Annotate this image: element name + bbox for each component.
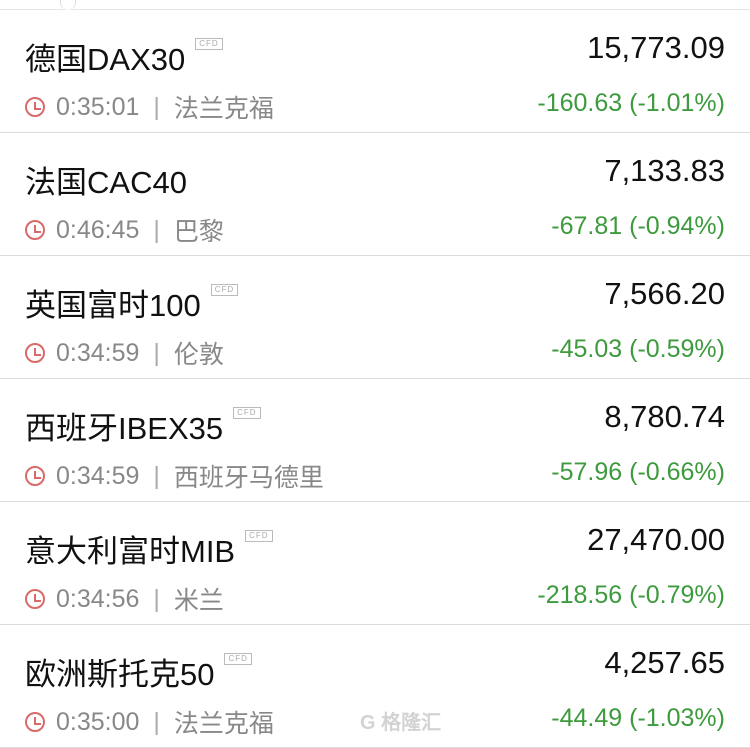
market-time: 0:34:59 bbox=[56, 461, 140, 490]
index-row[interactable]: 德国DAX30 CFD 15,773.09 0:35:01 | 法兰克福 -160.6… bbox=[0, 10, 750, 133]
index-name: 英国富时100 CFD bbox=[25, 280, 239, 325]
index-name-text: 法国CAC40 bbox=[25, 165, 187, 200]
market-city: 巴黎 bbox=[173, 218, 224, 246]
index-row[interactable]: 英国富时100 CFD 7,566.20 0:34:59 | 伦敦 -45.03 (-… bbox=[0, 256, 750, 379]
index-name-text: 英国富时100 bbox=[25, 288, 201, 323]
market-time: 0:34:59 bbox=[56, 338, 140, 367]
market-city: 法兰克福 bbox=[173, 95, 274, 123]
index-price: 8,780.74 bbox=[604, 399, 725, 434]
index-change: -160.63 (-1.01%) bbox=[537, 89, 725, 117]
index-change: -45.03 (-0.59%) bbox=[551, 335, 725, 363]
index-change: -67.81 (-0.94%) bbox=[551, 212, 725, 240]
index-name: 德国DAX30 CFD bbox=[25, 34, 223, 79]
top-bar bbox=[0, 0, 750, 10]
watermark-logo: G 格隆汇 bbox=[360, 712, 442, 734]
market-time: 0:46:45 bbox=[56, 215, 140, 244]
market-meta: 0:34:59 | 伦敦 bbox=[25, 335, 224, 371]
separator: | bbox=[153, 461, 160, 490]
index-name: 意大利富时MIB CFD bbox=[25, 526, 273, 571]
cfd-badge: CFD bbox=[210, 284, 239, 296]
cfd-badge: CFD bbox=[233, 407, 261, 419]
market-city: 米兰 bbox=[173, 587, 224, 615]
clock-icon bbox=[25, 343, 45, 363]
index-row[interactable]: 欧洲斯托克50 CFD 4,257.65 0:35:00 | 法兰克福 -44.49 … bbox=[0, 625, 750, 748]
tab-notch bbox=[60, 0, 76, 10]
index-price: 7,566.20 bbox=[604, 276, 725, 311]
index-name: 欧洲斯托克50 CFD bbox=[25, 649, 252, 694]
index-row[interactable]: 意大利富时MIB CFD 27,470.00 0:34:56 | 米兰 -218.56… bbox=[0, 502, 750, 625]
separator: | bbox=[153, 338, 160, 367]
index-change: -218.56 (-0.79%) bbox=[537, 581, 725, 609]
market-meta: 0:35:01 | 法兰克福 bbox=[25, 89, 274, 125]
market-time: 0:35:00 bbox=[56, 707, 140, 736]
market-time: 0:35:01 bbox=[56, 92, 140, 121]
cfd-badge: CFD bbox=[224, 653, 252, 665]
market-city: 伦敦 bbox=[173, 341, 224, 369]
index-name-text: 西班牙IBEX35 bbox=[25, 411, 224, 446]
index-price: 27,470.00 bbox=[587, 522, 725, 557]
cfd-badge: CFD bbox=[195, 38, 223, 50]
market-meta: 0:46:45 | 巴黎 bbox=[25, 212, 224, 248]
clock-icon bbox=[25, 712, 45, 732]
separator: | bbox=[153, 92, 160, 121]
index-row[interactable]: 西班牙IBEX35 CFD 8,780.74 0:34:59 | 西班牙马德里 -57… bbox=[0, 379, 750, 502]
index-row[interactable]: 法国CAC40 7,133.83 0:46:45 | 巴黎 -67.81 (-0.9… bbox=[0, 133, 750, 256]
market-time: 0:34:56 bbox=[56, 584, 140, 613]
clock-icon bbox=[25, 220, 45, 240]
index-price: 4,257.65 bbox=[604, 645, 725, 680]
clock-icon bbox=[25, 97, 45, 117]
market-city: 西班牙马德里 bbox=[173, 464, 324, 492]
index-change: -57.96 (-0.66%) bbox=[551, 458, 725, 486]
separator: | bbox=[153, 215, 160, 244]
index-name: 西班牙IBEX35 CFD bbox=[25, 403, 261, 448]
market-city: 法兰克福 bbox=[173, 710, 274, 738]
index-price: 15,773.09 bbox=[587, 30, 725, 65]
clock-icon bbox=[25, 466, 45, 486]
index-name-text: 德国DAX30 bbox=[25, 42, 186, 77]
separator: | bbox=[153, 584, 160, 613]
market-meta: 0:35:00 | 法兰克福 bbox=[25, 704, 274, 740]
clock-icon bbox=[25, 589, 45, 609]
index-change: -44.49 (-1.03%) bbox=[551, 704, 725, 732]
index-name: 法国CAC40 bbox=[25, 157, 187, 202]
cfd-badge: CFD bbox=[245, 530, 273, 542]
market-meta: 0:34:59 | 西班牙马德里 bbox=[25, 458, 324, 494]
index-name-text: 意大利富时MIB bbox=[25, 534, 236, 569]
index-list: 德国DAX30 CFD 15,773.09 0:35:01 | 法兰克福 -160.6… bbox=[0, 10, 750, 748]
index-price: 7,133.83 bbox=[604, 153, 725, 188]
market-meta: 0:34:56 | 米兰 bbox=[25, 581, 224, 617]
separator: | bbox=[153, 707, 160, 736]
index-name-text: 欧洲斯托克50 bbox=[25, 657, 215, 692]
